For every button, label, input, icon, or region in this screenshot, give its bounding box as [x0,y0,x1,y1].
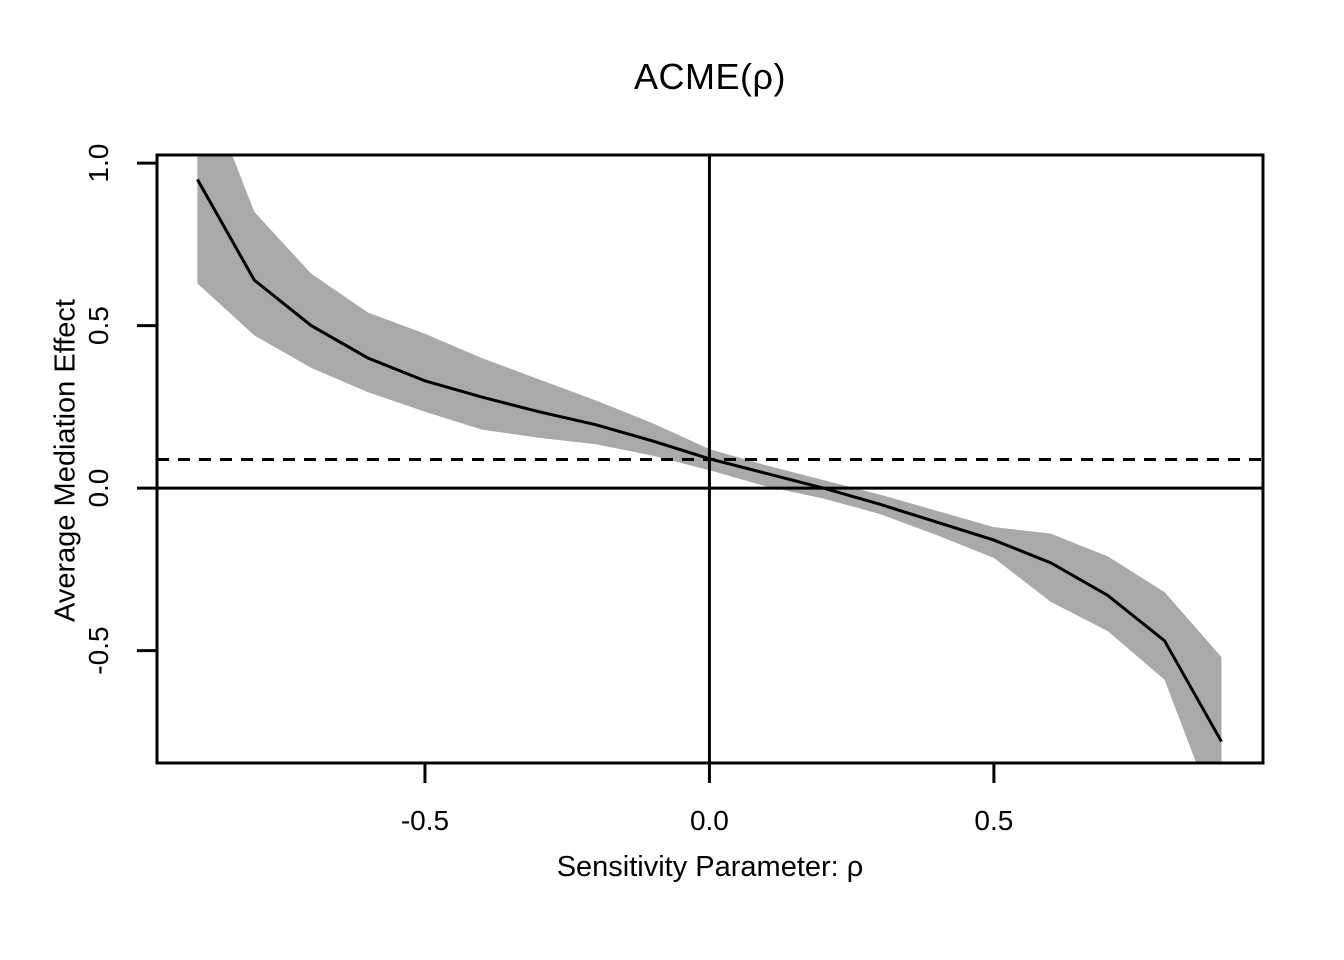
y-tick-label: -0.5 [83,626,114,674]
x-axis-label: Sensitivity Parameter: ρ [556,851,864,883]
x-tick-label: 0.0 [690,805,729,836]
x-tick-label: 0.5 [974,805,1013,836]
x-tick-label: -0.5 [401,805,449,836]
y-tick-label: 0.0 [83,469,114,508]
y-tick-label: 0.5 [83,306,114,345]
y-axis-label: Average Mediation Effect [49,299,82,622]
y-tick-label: 1.0 [83,144,114,183]
plot-title: ACME(ρ) [634,56,786,97]
